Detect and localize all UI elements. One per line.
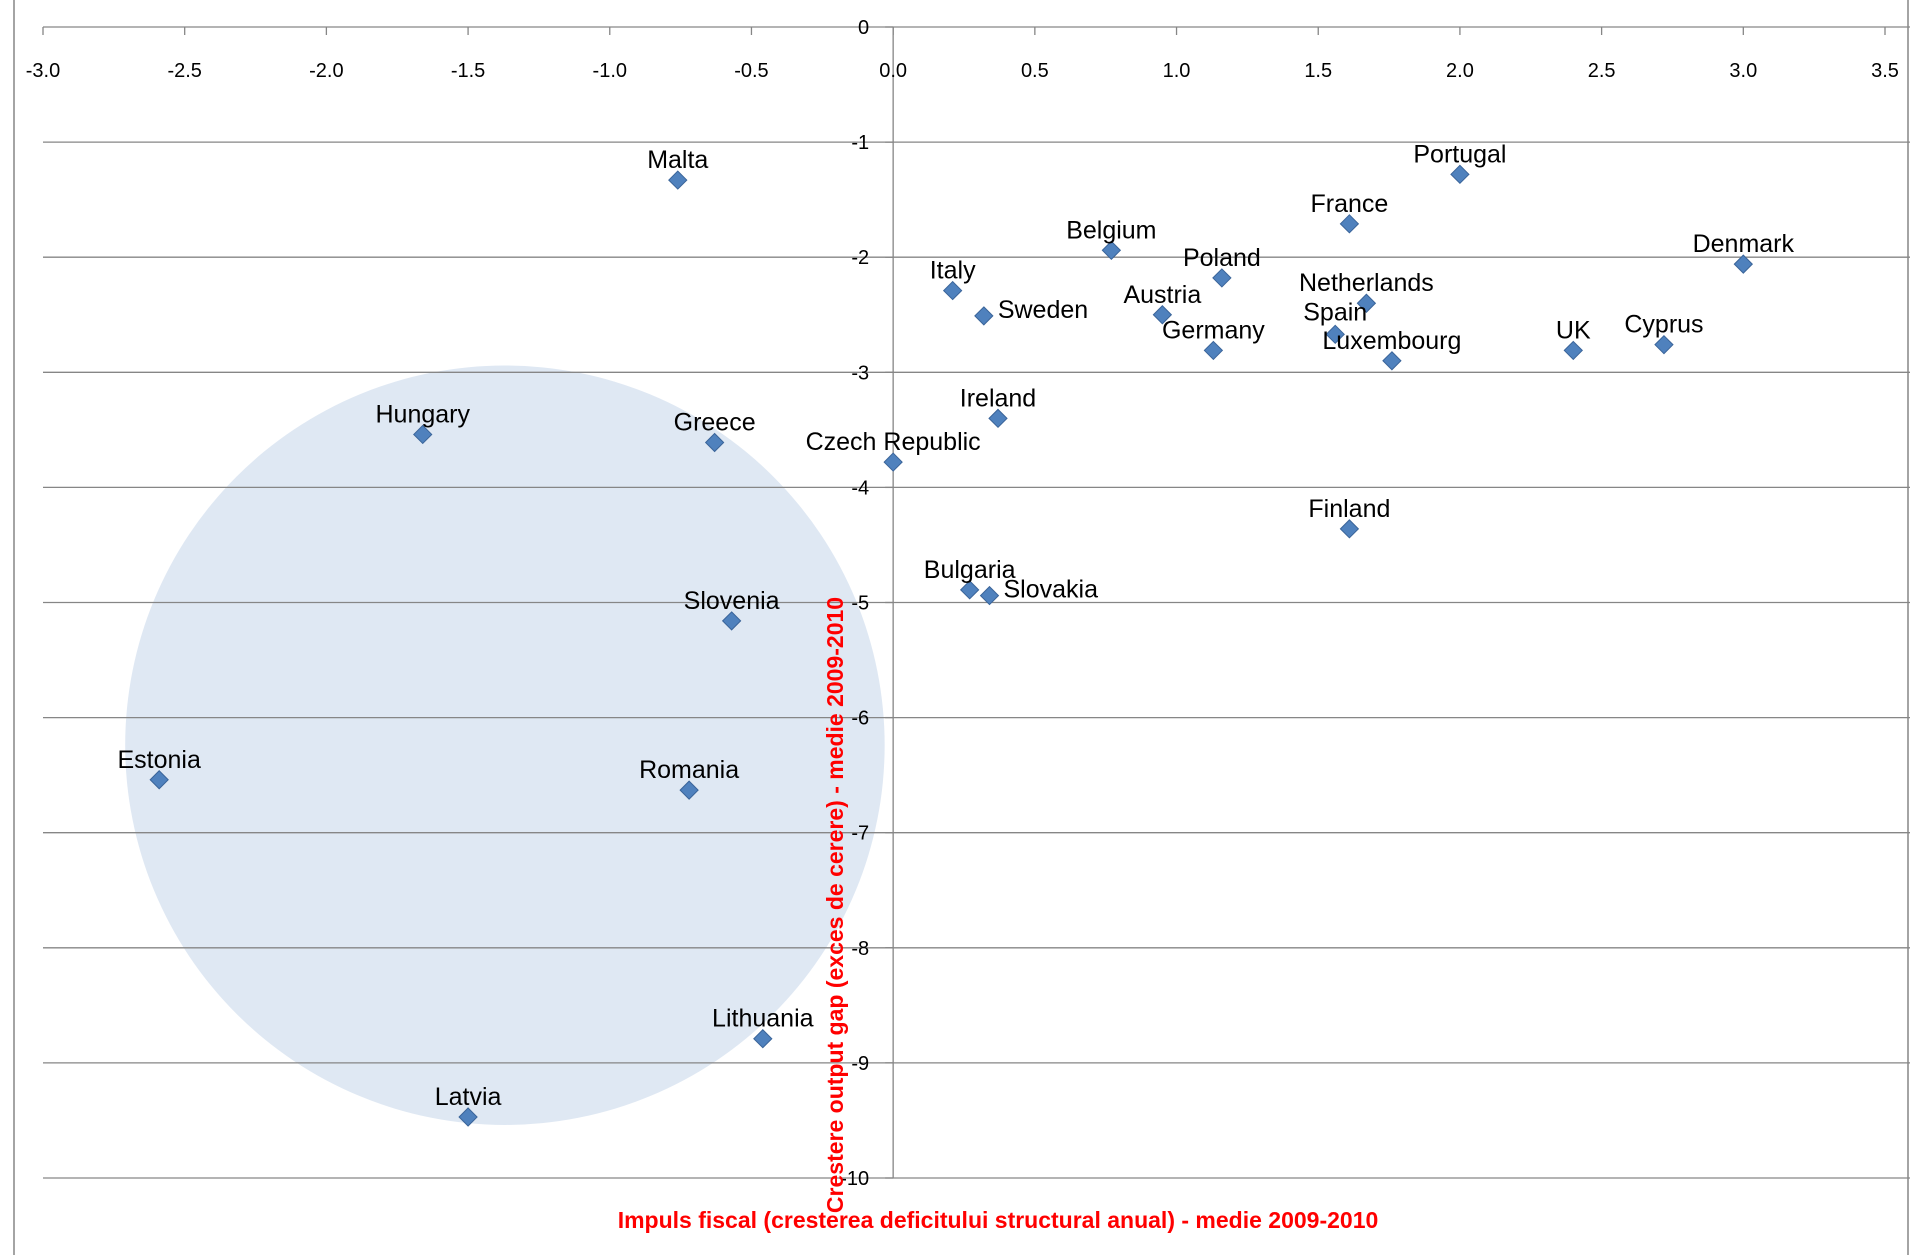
data-point	[979, 585, 1000, 606]
data-point	[753, 1029, 773, 1049]
y-tick-label: -8	[851, 938, 869, 960]
x-tick-label: -3.0	[26, 60, 60, 82]
data-point	[988, 408, 1008, 429]
data-point	[413, 424, 433, 445]
point-label: Belgium	[1066, 216, 1156, 244]
y-tick-label: -10	[840, 1168, 869, 1190]
data-point	[458, 1107, 478, 1127]
point-label: Latvia	[435, 1083, 502, 1111]
point-label: Hungary	[375, 400, 470, 428]
x-tick-label: 1.0	[1163, 60, 1191, 82]
y-tick-label: -9	[851, 1053, 869, 1075]
x-tick-label: -0.5	[734, 60, 768, 82]
point-label: Slovenia	[684, 587, 780, 615]
x-tick-label: -2.5	[167, 60, 201, 82]
data-point	[668, 170, 688, 190]
point-label: Bulgaria	[924, 556, 1016, 584]
point-label: Sweden	[998, 296, 1088, 324]
data-point	[1563, 340, 1583, 361]
point-label: Germany	[1162, 316, 1265, 344]
x-tick-label: -2.0	[309, 60, 343, 82]
x-axis-title: Impuls fiscal (cresterea deficitului str…	[618, 1207, 1379, 1233]
x-tick-label: 0.0	[879, 60, 907, 82]
x-tick-label: 3.5	[1871, 60, 1899, 82]
x-tick-label: 2.5	[1588, 60, 1616, 82]
data-point	[1325, 324, 1345, 345]
point-label: Cyprus	[1624, 311, 1703, 339]
point-label: Czech Republic	[806, 428, 981, 456]
point-label: Malta	[647, 146, 708, 174]
y-tick-label: -1	[851, 132, 869, 154]
axes	[42, 26, 1910, 1179]
point-label: Greece	[674, 409, 756, 437]
data-point	[1152, 305, 1173, 325]
x-tick-label: 2.0	[1446, 60, 1474, 82]
data-point	[721, 611, 742, 631]
y-tick-label: -3	[851, 362, 869, 384]
data-point	[1212, 268, 1232, 288]
data-point	[1339, 214, 1360, 234]
point-label: Denmark	[1693, 230, 1795, 258]
data-point	[1101, 240, 1122, 261]
highlight-circle	[125, 365, 885, 1125]
data-point	[679, 780, 699, 800]
data-point	[149, 770, 169, 790]
data-point	[1382, 351, 1402, 371]
data-point	[1654, 334, 1674, 355]
point-label: France	[1310, 190, 1388, 218]
y-tick-label: -7	[851, 823, 869, 845]
x-tick-label: -1.5	[451, 60, 485, 82]
tick-labels: 0 -1 -2 -3 -4 -5 -6 -7 -8 -9 -10 -3.0 -2.5 -2.0 -1.5 -1…	[26, 17, 1899, 1190]
point-label: Ireland	[960, 384, 1036, 412]
data-point	[974, 306, 994, 326]
y-tick-label: -6	[851, 708, 869, 730]
y-axis-title: Crestere output gap (exces de cerere) - …	[822, 597, 848, 1213]
gridlines	[43, 141, 1910, 1179]
data-points	[149, 164, 1754, 1127]
point-label: Finland	[1308, 495, 1390, 523]
x-tick-label: -1.0	[593, 60, 627, 82]
point-label: UK	[1556, 316, 1591, 344]
data-point	[1733, 254, 1754, 274]
point-label: Austria	[1123, 281, 1201, 309]
point-label: Estonia	[117, 746, 200, 774]
point-label: Portugal	[1413, 140, 1506, 168]
y-tick-label: 0	[858, 17, 869, 39]
x-tick-label: 0.5	[1021, 60, 1049, 82]
data-point	[1356, 293, 1377, 313]
point-label: Spain	[1303, 298, 1367, 326]
data-point	[704, 432, 725, 453]
y-tick-label: -2	[851, 247, 869, 269]
y-tick-label: -5	[851, 593, 869, 615]
data-point	[883, 452, 903, 472]
point-label: Netherlands	[1299, 269, 1434, 297]
data-point	[959, 580, 980, 600]
highlight-layer	[125, 365, 885, 1125]
point-label: Lithuania	[712, 1005, 814, 1033]
data-point	[1203, 340, 1224, 361]
x-tick-label: 3.0	[1729, 60, 1757, 82]
point-labels: Malta Portugal France Belgium Denmark Poland I…	[117, 140, 1794, 1111]
point-label: Poland	[1183, 244, 1261, 272]
point-label: Luxembourg	[1322, 327, 1461, 355]
point-label: Slovakia	[1004, 576, 1099, 604]
x-tick-label: 1.5	[1304, 60, 1332, 82]
data-point	[1339, 519, 1360, 539]
point-label: Romania	[639, 756, 739, 784]
point-label: Italy	[930, 257, 976, 285]
y-tick-label: -4	[851, 477, 869, 499]
data-point	[1450, 164, 1470, 185]
data-point	[942, 280, 963, 301]
